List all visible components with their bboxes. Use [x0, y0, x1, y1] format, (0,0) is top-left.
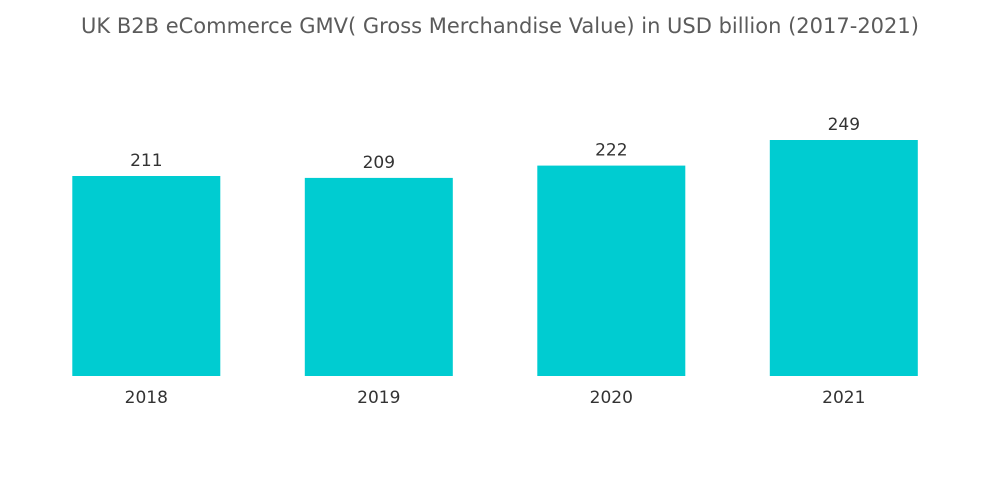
- data-label-2020: 222: [595, 141, 627, 161]
- bar-2020: [537, 165, 686, 376]
- bar-2021: [769, 140, 918, 376]
- data-label-2018: 211: [130, 151, 162, 171]
- bar-2018: [72, 176, 221, 376]
- x-tick-label-2019: 2019: [357, 388, 400, 408]
- x-tick-label-2021: 2021: [822, 388, 865, 408]
- x-tick-label-2018: 2018: [125, 388, 168, 408]
- x-tick-label-2020: 2020: [590, 388, 633, 408]
- data-label-2021: 249: [828, 115, 860, 135]
- data-label-2019: 209: [363, 153, 395, 173]
- bar-2019: [304, 177, 453, 376]
- chart-title: UK B2B eCommerce GMV( Gross Merchandise …: [81, 14, 919, 38]
